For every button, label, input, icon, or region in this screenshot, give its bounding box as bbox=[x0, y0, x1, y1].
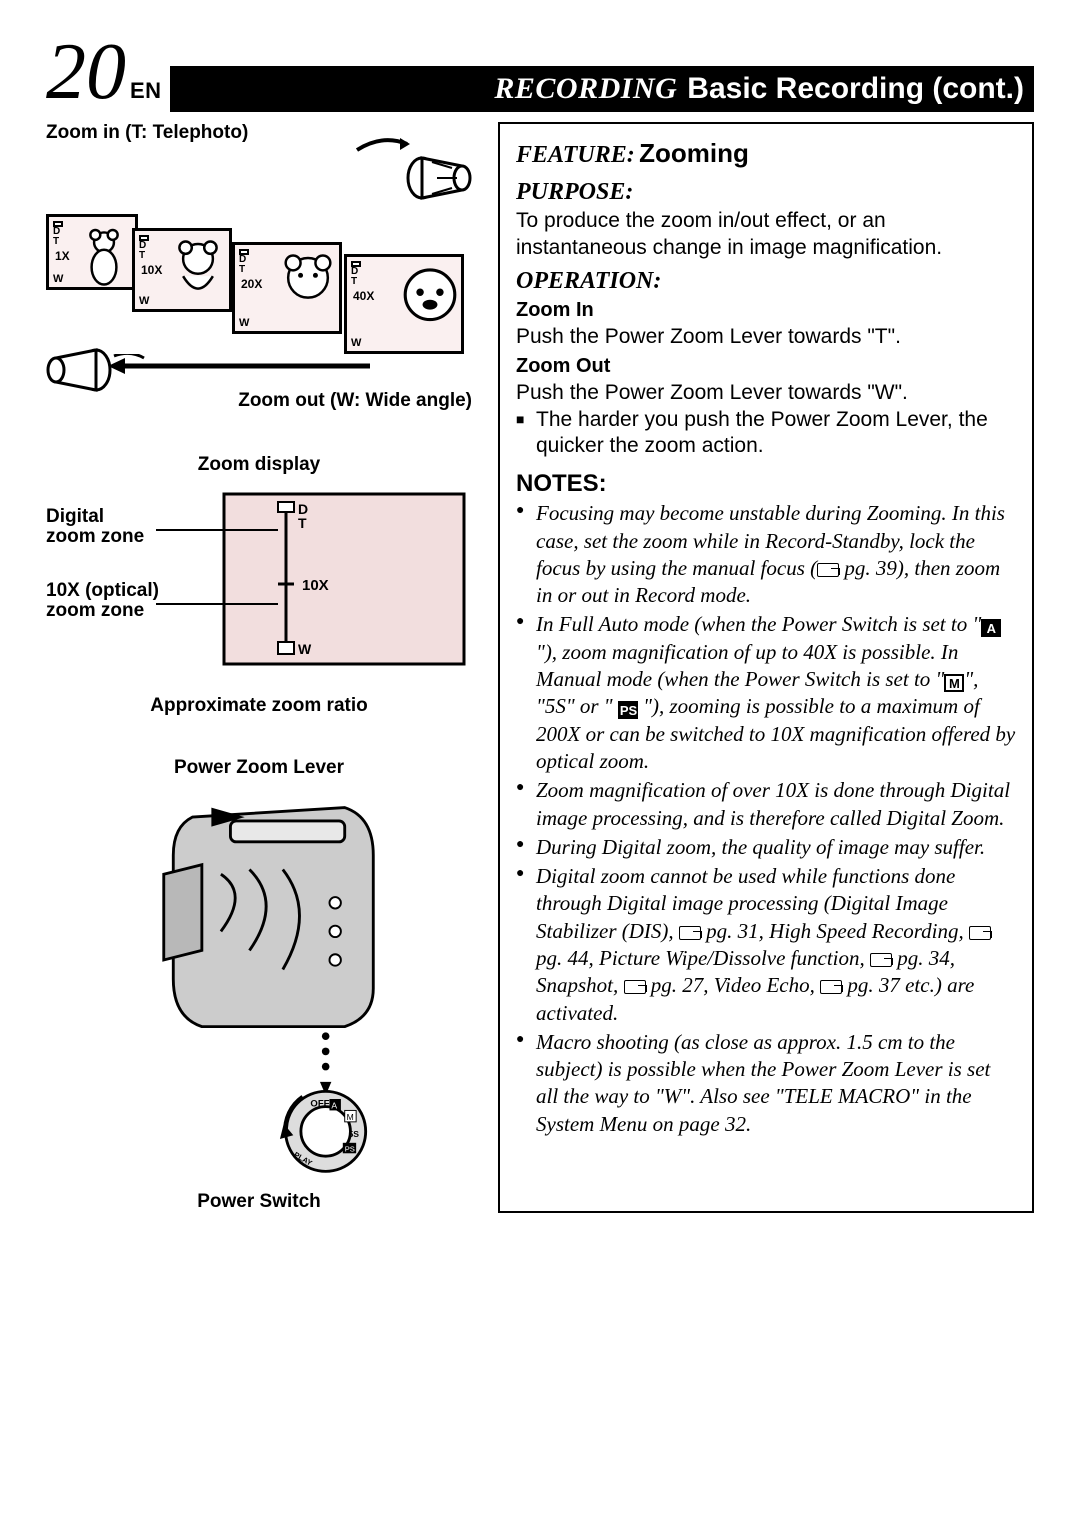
mode-ps-icon: PS bbox=[618, 701, 638, 719]
camera-diagram: Power Zoom Lever bbox=[46, 757, 472, 1213]
ref-icon bbox=[624, 980, 646, 994]
zoom-in-subhead: Zoom In bbox=[516, 299, 1016, 322]
page-number: 20 bbox=[46, 36, 126, 108]
mode-a-icon: A bbox=[981, 619, 1001, 637]
right-column: FEATURE: Zooming PURPOSE: To produce the… bbox=[498, 122, 1034, 1213]
frame-20x-label: 20X bbox=[241, 277, 262, 291]
svg-text:Digital: Digital bbox=[46, 506, 104, 527]
page-lang: EN bbox=[130, 78, 162, 104]
zoom-out-subhead: Zoom Out bbox=[516, 355, 1016, 378]
section-subtitle: Basic Recording (cont.) bbox=[687, 72, 1024, 106]
zoom-out-text: Push the Power Zoom Lever towards "W". bbox=[516, 380, 1016, 407]
zoom-in-text: Push the Power Zoom Lever towards "T". bbox=[516, 324, 1016, 351]
ref-icon bbox=[817, 563, 839, 577]
svg-text:M: M bbox=[347, 1112, 354, 1122]
note-4: During Digital zoom, the quality of imag… bbox=[516, 834, 1016, 861]
purpose-heading: PURPOSE: bbox=[516, 179, 1016, 206]
zoom-display-diagram: Zoom display D T 10X W Digital zoom zone… bbox=[46, 454, 472, 717]
svg-text:zoom zone: zoom zone bbox=[46, 526, 144, 547]
ref-icon bbox=[820, 980, 842, 994]
lens-telephoto-icon bbox=[402, 148, 482, 208]
title-bar: RECORDING Basic Recording (cont.) bbox=[170, 66, 1034, 112]
svg-text:10X (optical): 10X (optical) bbox=[46, 580, 159, 601]
mode-m-icon: M bbox=[944, 674, 964, 692]
zoom-display-caption: Approximate zoom ratio bbox=[46, 695, 472, 717]
note-5: Digital zoom cannot be used while functi… bbox=[516, 863, 1016, 1027]
notes-heading: NOTES: bbox=[516, 470, 1016, 498]
zoom-bullet: The harder you push the Power Zoom Lever… bbox=[516, 407, 1016, 461]
left-column: Zoom in (T: Telephoto) DT 1X W DT bbox=[46, 122, 472, 1213]
power-zoom-lever-label: Power Zoom Lever bbox=[46, 757, 472, 779]
frame-40x-label: 40X bbox=[353, 289, 374, 303]
svg-text:zoom zone: zoom zone bbox=[46, 600, 144, 621]
purpose-text: To produce the zoom in/out effect, or an… bbox=[516, 208, 1016, 262]
arrow-zoom-out-icon bbox=[100, 354, 380, 378]
note-3: Zoom magnification of over 10X is done t… bbox=[516, 777, 1016, 832]
camera-svg: OFF A M 5S PS PLAY bbox=[109, 779, 409, 1179]
svg-text:W: W bbox=[298, 641, 312, 657]
ref-icon bbox=[679, 926, 701, 940]
section-title: RECORDING bbox=[494, 72, 677, 106]
note-1: Focusing may become unstable during Zoom… bbox=[516, 500, 1016, 609]
svg-text:OFF: OFF bbox=[310, 1099, 329, 1110]
page-header: 20 EN RECORDING Basic Recording (cont.) bbox=[46, 36, 1034, 112]
svg-text:5S: 5S bbox=[349, 1129, 360, 1139]
zoom-display-svg: D T 10X W Digital zoom zone 10X (optical… bbox=[46, 484, 472, 684]
frame-10x-label: 10X bbox=[141, 263, 162, 277]
note-2: In Full Auto mode (when the Power Switch… bbox=[516, 611, 1016, 775]
zoom-display-title: Zoom display bbox=[46, 454, 472, 476]
arrow-zoom-in-icon bbox=[352, 132, 412, 156]
svg-text:T: T bbox=[298, 515, 307, 531]
svg-text:10X: 10X bbox=[302, 577, 329, 594]
zoom-frames-diagram: DT 1X W DT 10X W DT 20X W DT 40X W bbox=[46, 154, 472, 384]
svg-text:A: A bbox=[331, 1101, 337, 1111]
frame-1x-label: 1X bbox=[55, 249, 70, 263]
svg-text:PS: PS bbox=[345, 1144, 355, 1153]
note-6: Macro shooting (as close as approx. 1.5 … bbox=[516, 1029, 1016, 1138]
ref-icon bbox=[870, 953, 892, 967]
operation-heading: OPERATION: bbox=[516, 268, 1016, 295]
feature-name: Zooming bbox=[639, 138, 749, 168]
feature-label: FEATURE: bbox=[516, 142, 635, 168]
power-switch-label: Power Switch bbox=[46, 1191, 472, 1213]
ref-icon bbox=[969, 926, 991, 940]
